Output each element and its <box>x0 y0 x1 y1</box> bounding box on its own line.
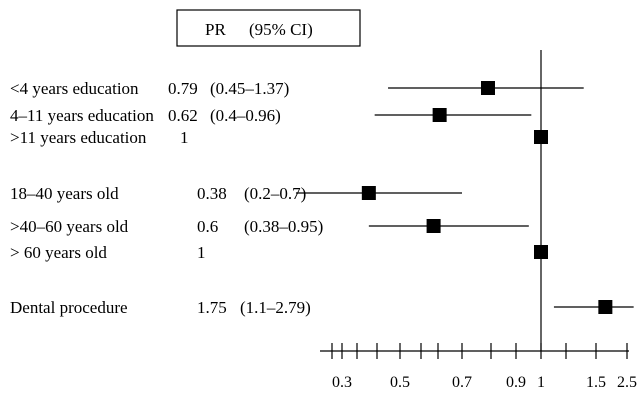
row-ci-value: (0.38–0.95) <box>244 217 323 236</box>
row-ci-value: (1.1–2.79) <box>240 298 311 317</box>
header-ci-label: (95% CI) <box>249 20 313 39</box>
x-tick-label: 0.5 <box>390 374 410 391</box>
row-label: 4–11 years education <box>10 106 154 125</box>
row-ci-value: (0.4–0.96) <box>210 106 281 125</box>
row-label: >40–60 years old <box>10 217 129 236</box>
row-ci-value: (0.2–0.7) <box>244 184 306 203</box>
row-pr-value: 0.38 <box>197 184 227 203</box>
row-label: <4 years education <box>10 79 139 98</box>
x-tick-label: 0.7 <box>452 374 472 391</box>
point-estimate-marker <box>480 81 495 95</box>
row-label: 18–40 years old <box>10 184 119 203</box>
header-pr-label: PR <box>205 20 226 39</box>
x-tick-label: 1 <box>537 374 545 391</box>
row-pr-value: 0.79 <box>168 79 198 98</box>
row-pr-value: 1 <box>180 128 189 147</box>
row-label: > 60 years old <box>10 243 107 262</box>
forest-rows: <4 years education 0.79 (0.45–1.37) 4–11 ye… <box>10 79 634 317</box>
row-pr-value: 1 <box>197 243 206 262</box>
point-estimate-marker <box>598 300 613 314</box>
row-pr-value: 0.62 <box>168 106 198 125</box>
header-box <box>176 9 361 47</box>
x-tick-label: 0.9 <box>506 374 526 391</box>
x-tick-label: 1.5 <box>586 374 606 391</box>
row-label: Dental procedure <box>10 298 128 317</box>
x-tick-label: 2.5 <box>617 374 637 391</box>
x-axis-ticks: 0.3 0.5 0.7 0.9 1 1.5 2.5 <box>331 343 637 391</box>
point-estimate-marker <box>432 108 447 122</box>
point-estimate-marker <box>361 186 376 200</box>
point-estimate-marker <box>426 219 441 233</box>
row-label: >11 years education <box>10 128 147 147</box>
row-pr-value: 1.75 <box>197 298 227 317</box>
row-ci-value: (0.45–1.37) <box>210 79 289 98</box>
row-pr-value: 0.6 <box>197 217 218 236</box>
x-tick-label: 0.3 <box>332 374 352 391</box>
